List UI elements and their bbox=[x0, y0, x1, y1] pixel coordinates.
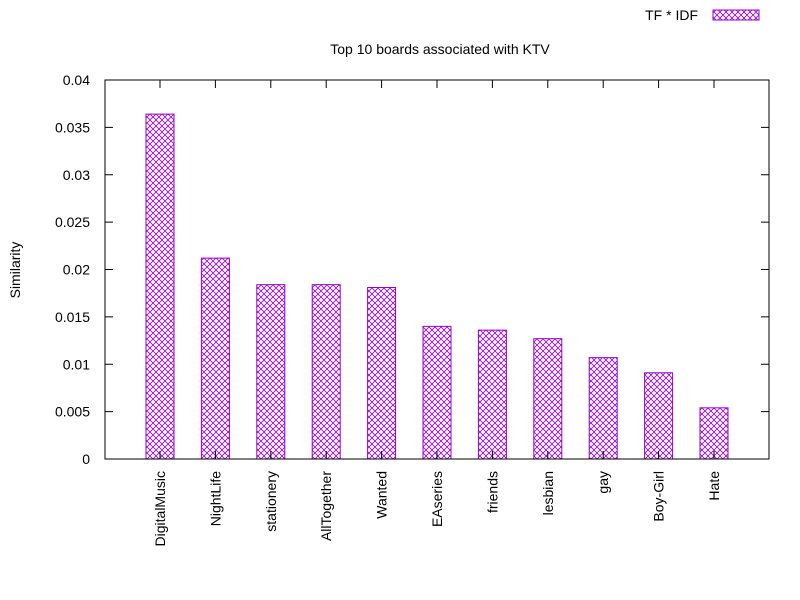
y-tick-label: 0.04 bbox=[63, 72, 90, 88]
x-tick-label: gay bbox=[595, 471, 611, 494]
legend-label: TF * IDF bbox=[645, 7, 698, 23]
bar-stationery bbox=[256, 284, 286, 460]
y-tick-label: 0.01 bbox=[63, 356, 90, 372]
x-tick-label: lesbian bbox=[540, 471, 556, 515]
y-tick-label: 0.035 bbox=[55, 119, 90, 135]
y-tick-label: 0.005 bbox=[55, 404, 90, 420]
chart-title: Top 10 boards associated with KTV bbox=[330, 41, 550, 57]
bar-boy-girl bbox=[644, 372, 674, 460]
y-axis: 0 0.005 0.01 0.015 0.02 0.025 0.03 0.035 0.04 bbox=[55, 72, 769, 467]
bar-gay bbox=[588, 357, 618, 460]
x-tick-label: Boy-Girl bbox=[651, 471, 667, 522]
bar-wanted bbox=[367, 287, 397, 460]
bar-alltogether bbox=[311, 284, 341, 460]
x-tick-label: DigitalMusic bbox=[152, 471, 168, 546]
x-tick-label: friends bbox=[484, 471, 500, 513]
bar-lesbian bbox=[533, 338, 563, 460]
x-tick-label: stationery bbox=[263, 471, 279, 532]
x-tick-label: AllTogether bbox=[318, 471, 334, 541]
bar-easeries bbox=[422, 325, 452, 460]
y-tick-label: 0.015 bbox=[55, 309, 90, 325]
x-axis: DigitalMusic NightLife stationery AllTogeth… bbox=[152, 80, 722, 546]
x-tick-label: EAseries bbox=[429, 471, 445, 527]
x-tick-label: Hate bbox=[706, 471, 722, 501]
x-tick-label: Wanted bbox=[374, 471, 390, 519]
y-axis-label: Similarity bbox=[7, 242, 23, 299]
y-tick-label: 0.025 bbox=[55, 214, 90, 230]
y-tick-label: 0 bbox=[82, 451, 90, 467]
plot-frame bbox=[104, 79, 770, 460]
bar-hate bbox=[699, 407, 729, 460]
legend-swatch bbox=[712, 9, 760, 21]
bars bbox=[145, 113, 729, 460]
bar-nightlife bbox=[200, 257, 230, 460]
legend: TF * IDF bbox=[645, 7, 760, 23]
x-tick-label: NightLife bbox=[207, 471, 223, 526]
y-tick-label: 0.03 bbox=[63, 167, 90, 183]
bar-friends bbox=[477, 329, 507, 460]
y-tick-label: 0.02 bbox=[63, 262, 90, 278]
bar-digitalmusic bbox=[145, 113, 175, 460]
